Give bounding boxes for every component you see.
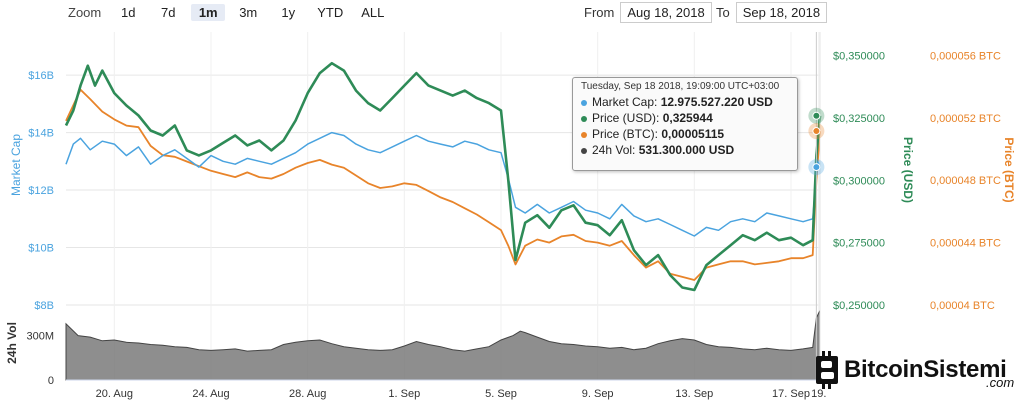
tooltip-date: Tuesday, Sep 18 2018, 19:09:00 UTC+03:00: [581, 81, 780, 92]
market-cap-tick-label: $16B: [28, 70, 54, 82]
tooltip-label: Price (BTC):: [592, 127, 658, 141]
tooltip-value: 12.975.527.220 USD: [660, 95, 773, 109]
brand-domain: .com: [986, 375, 1015, 390]
market-cap-axis-title: Market Cap: [9, 134, 23, 196]
price-btc-tick-label: 0,00004 BTC: [930, 300, 995, 312]
to-date-input[interactable]: Sep 18, 2018: [735, 1, 828, 23]
brand-name: BitcoinSistemi: [844, 356, 1007, 383]
x-tick-label: 17. Sep: [772, 388, 810, 400]
x-tick-label: 24. Aug: [192, 388, 229, 400]
price-btc-tick-label: 0,000048 BTC: [930, 175, 1001, 187]
price-btc-tick-label: 0,000052 BTC: [930, 113, 1001, 125]
range-from: From Aug 18, 2018: [584, 1, 712, 23]
zoom-label: Zoom: [68, 4, 102, 20]
price-btc-axis-title: Price (BTC): [1002, 137, 1016, 202]
price-usd-tick-label: $0,275000: [833, 238, 885, 250]
zoom-toolbar: Zoom 1d 7d 1m 3m 1y YTD ALL: [68, 2, 396, 22]
volume-tick-label: 0: [48, 375, 54, 387]
x-tick-label: 13. Sep: [675, 388, 713, 400]
from-label: From: [584, 4, 615, 20]
price-usd-marker: [812, 111, 821, 120]
price-usd-axis: $0,350000 $0,325000 $0,300000 $0,275000 $0,2…: [833, 51, 885, 312]
zoom-ytd-button[interactable]: YTD: [317, 4, 344, 20]
x-tick-label: 19.: [811, 388, 826, 400]
hover-markers: [808, 32, 825, 380]
tooltip-value: 0,00005115: [661, 127, 725, 141]
tooltip-label: Market Cap:: [592, 95, 658, 109]
market-cap-tick-label: $14B: [28, 128, 54, 140]
price-usd-tick-label: $0,325000: [833, 113, 885, 125]
tooltip-row-price-usd: Price (USD): 0,325944: [581, 110, 789, 126]
to-label: To: [716, 4, 730, 20]
tooltip-row-volume: 24h Vol: 531.300.000 USD: [581, 142, 789, 158]
market-cap-line: [65, 131, 821, 237]
market-cap-tick-label: $10B: [28, 243, 54, 255]
volume-tick-label: 300M: [26, 331, 54, 343]
zoom-all-button[interactable]: ALL: [361, 4, 385, 20]
volume-dot-icon: [581, 147, 587, 154]
tooltip-row-price-btc: Price (BTC): 0,00005115: [581, 126, 789, 142]
market-cap-tick-label: $8B: [34, 300, 54, 312]
price-usd-tick-label: $0,350000: [833, 51, 885, 63]
x-tick-label: 20. Aug: [96, 388, 133, 400]
price-btc-marker: [812, 127, 821, 136]
bitcoin-logo-icon: [816, 351, 838, 389]
tooltip-value: 531.300.000 USD: [638, 143, 735, 157]
volume-area: [65, 310, 821, 381]
tooltip-row-market-cap: Market Cap: 12.975.527.220 USD: [581, 94, 789, 110]
range-to: To Sep 18, 2018: [716, 1, 828, 23]
x-tick-label: 28. Aug: [289, 388, 326, 400]
series-layer: [64, 61, 822, 381]
price-usd-tick-label: $0,250000: [833, 300, 885, 312]
tooltip-value: 0,325944: [662, 111, 713, 125]
from-date-input[interactable]: Aug 18, 2018: [620, 1, 712, 23]
price-btc-tick-label: 0,000056 BTC: [930, 50, 1001, 62]
chart-tooltip: Tuesday, Sep 18 2018, 19:09:00 UTC+03:00…: [572, 77, 798, 171]
bitcoinsistemi-logo: BitcoinSistemi .com: [812, 350, 1014, 390]
x-axis: 20. Aug 24. Aug 28. Aug 1. Sep 5. Sep 9. Sep 1…: [66, 32, 826, 400]
market-cap-marker: [812, 163, 821, 172]
price-btc-axis: 0,000056 BTC 0,000052 BTC 0,000048 BTC 0,00…: [930, 50, 1001, 312]
price-usd-tick-label: $0,300000: [833, 175, 885, 187]
volume-axis: 300M 0: [26, 331, 54, 387]
price-usd-axis-title: Price (USD): [901, 137, 915, 203]
price-btc-dot-icon: [581, 131, 587, 138]
market-cap-dot-icon: [581, 99, 587, 106]
tooltip-label: 24h Vol:: [592, 143, 636, 157]
zoom-1m-button[interactable]: 1m: [191, 3, 226, 21]
x-tick-label: 9. Sep: [582, 388, 614, 400]
price-btc-tick-label: 0,000044 BTC: [930, 238, 1001, 250]
zoom-1d-button[interactable]: 1d: [121, 4, 136, 20]
tooltip-label: Price (USD):: [592, 111, 660, 125]
zoom-1y-button[interactable]: 1y: [281, 4, 296, 20]
price-usd-line: [64, 61, 822, 292]
market-cap-tick-label: $12B: [28, 185, 54, 197]
volume-axis-title: 24h Vol: [5, 322, 19, 364]
x-tick-label: 5. Sep: [485, 388, 517, 400]
market-cap-axis: $16B $14B $12B $10B $8B: [28, 70, 54, 312]
zoom-7d-button[interactable]: 7d: [161, 4, 176, 20]
zoom-3m-button[interactable]: 3m: [239, 4, 258, 20]
x-tick-label: 1. Sep: [388, 388, 420, 400]
price-usd-dot-icon: [581, 115, 587, 122]
